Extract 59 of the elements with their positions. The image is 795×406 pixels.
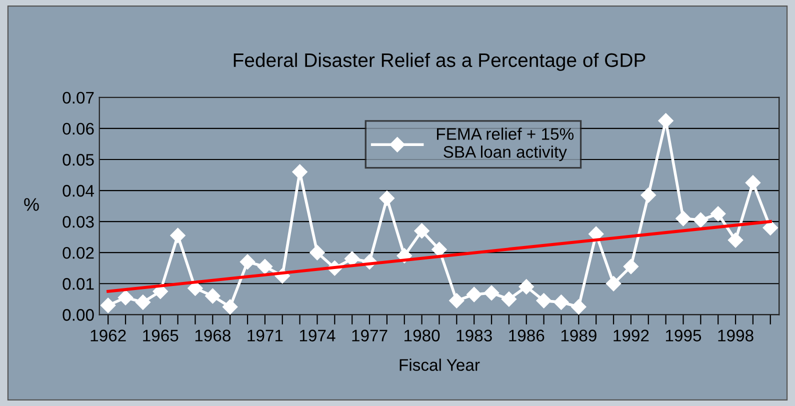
x-axis-title: Fiscal Year <box>400 358 480 371</box>
y-tick-label: 0.05 <box>62 154 94 166</box>
point <box>728 232 744 248</box>
point <box>118 290 134 306</box>
point <box>518 279 534 294</box>
x-tick-label: 1992 <box>614 330 649 342</box>
point <box>188 280 203 296</box>
point <box>310 245 325 260</box>
point <box>466 286 482 302</box>
x-tick-label: 1995 <box>666 330 702 342</box>
y-axis-title: % <box>24 198 39 211</box>
legend-label: FEMA relief + 15% SBA loan activity <box>437 128 574 162</box>
y-tick-label: 0.06 <box>62 122 94 135</box>
point <box>135 294 151 310</box>
point <box>676 210 691 226</box>
point <box>292 164 308 180</box>
y-tick-label: 0.07 <box>62 92 94 104</box>
x-tick-label: 1965 <box>143 330 178 342</box>
point <box>658 113 674 128</box>
x-tick-label: 1974 <box>300 330 336 342</box>
point <box>693 212 708 228</box>
x-tick-label: 1971 <box>248 330 283 342</box>
point <box>571 299 586 314</box>
point <box>432 242 447 258</box>
point <box>449 293 464 308</box>
point <box>205 288 220 304</box>
x-tick-label: 1983 <box>456 330 492 342</box>
x-tick-label: 1977 <box>352 330 388 342</box>
point <box>640 188 656 203</box>
point <box>152 284 168 299</box>
point <box>379 190 395 206</box>
y-tick-label: 0.02 <box>62 246 94 259</box>
point <box>710 206 726 222</box>
point <box>414 223 430 238</box>
point <box>623 258 639 274</box>
point <box>501 292 517 307</box>
x-tick-label: 1998 <box>718 330 754 342</box>
point <box>257 258 273 274</box>
point <box>484 285 500 300</box>
point <box>606 276 622 292</box>
y-tick-label: 0.03 <box>62 216 94 228</box>
y-tick-label: 0.04 <box>62 184 94 197</box>
x-tick-label: 1980 <box>404 330 440 342</box>
y-tick-label: 0.01 <box>62 278 94 290</box>
y-tick-label: 0.00 <box>62 309 94 321</box>
point <box>170 228 186 244</box>
point <box>100 298 116 313</box>
x-tick-label: 1986 <box>509 330 544 342</box>
point <box>344 251 360 266</box>
point <box>745 175 761 190</box>
point <box>240 254 256 270</box>
point <box>536 293 552 308</box>
x-tick-label: 1989 <box>561 330 596 342</box>
point <box>762 220 778 236</box>
point <box>554 294 569 310</box>
point <box>222 299 238 314</box>
x-tick-label: 1962 <box>90 330 126 342</box>
chart-title: Federal Disaster Relief as a Percentage of GDP <box>234 52 646 71</box>
x-tick-label: 1968 <box>195 330 230 342</box>
